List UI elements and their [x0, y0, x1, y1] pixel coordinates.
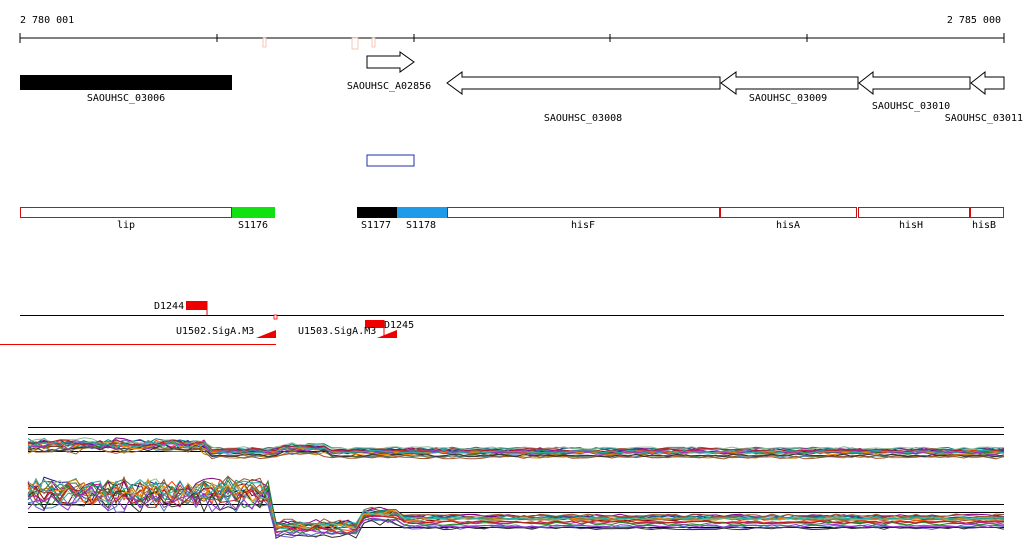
segment-hisH[interactable] [858, 207, 970, 218]
gene-track: SAOUHSC_03006 SAOUHSC_A02856 SAOUHSC_030… [20, 51, 1023, 124]
expression-panel-bottom [27, 475, 1005, 539]
promoter-tick [273, 314, 278, 320]
expression-profile-line [27, 441, 1005, 455]
promoter-label: U1503.SigA.M3 [298, 326, 376, 337]
d-feature-label: D1244 [154, 301, 184, 312]
segment-label: lip [117, 220, 135, 231]
d-feature-D1244[interactable] [186, 301, 207, 310]
segment-label: hisB [972, 220, 996, 231]
promoter-marker-U1503[interactable] [377, 330, 397, 338]
d-feature-D1245[interactable] [365, 320, 384, 328]
expression-profile-lines [27, 437, 1005, 460]
coordinate-ruler: 2 780 001 2 785 000 [19, 15, 1005, 50]
d-feature-label: D1245 [384, 320, 414, 331]
segment-label: hisF [571, 220, 595, 231]
promoter-label: U1502.SigA.M3 [176, 326, 254, 337]
gene-label: SAOUHSC_A02856 [347, 81, 431, 92]
gene-label: SAOUHSC_03010 [872, 101, 950, 112]
segment-label: hisH [899, 220, 923, 231]
segment-S1178[interactable] [397, 207, 447, 218]
feature-box[interactable] [366, 154, 415, 167]
ruler-marker [262, 37, 267, 48]
gene-label: SAOUHSC_03008 [544, 113, 622, 124]
ruler-start-label: 2 780 001 [20, 15, 74, 26]
gene-SAOUHSC_03010[interactable] [858, 70, 971, 96]
segment-hisF[interactable] [447, 207, 720, 218]
segment-label: S1177 [361, 220, 391, 231]
segment-hisB[interactable] [970, 207, 1004, 218]
gene-SAOUHSC_A02856[interactable] [366, 51, 415, 73]
gene-label: SAOUHSC_03009 [749, 93, 827, 104]
expression-profile-line [27, 486, 1005, 538]
segment-lip[interactable] [20, 207, 232, 218]
gene-label: SAOUHSC_03006 [87, 93, 165, 104]
segment-label: hisA [776, 220, 800, 231]
gene-label: SAOUHSC_03011 [945, 113, 1023, 124]
expression-profile-line [27, 486, 1005, 538]
segment-S1176[interactable] [232, 207, 275, 218]
gene-SAOUHSC_03011[interactable] [970, 70, 1005, 96]
segment-S1177[interactable] [357, 207, 397, 218]
expression-profile-line [27, 477, 1005, 530]
ruler-marker [351, 37, 359, 50]
expression-panel-top [27, 427, 1005, 460]
promoter-marker-U1502[interactable] [256, 330, 276, 338]
segment-label: S1176 [238, 220, 268, 231]
expression-profile-line [27, 437, 1005, 451]
expression-profile-lines [27, 475, 1005, 539]
expression-profile-line [27, 443, 1005, 458]
expression-profile-line [27, 483, 1005, 535]
expression-profile-line [27, 488, 1005, 539]
regulatory-track: D1244 D1245 U1502.SigA.M3 U1503.SigA.M3 [0, 301, 1004, 345]
expression-profile-line [27, 440, 1005, 454]
gene-SAOUHSC_03006[interactable] [20, 75, 232, 90]
expression-profile-line [27, 437, 1005, 451]
ruler-marker [371, 37, 376, 48]
ruler-end-label: 2 785 000 [947, 15, 1001, 26]
segment-hisA[interactable] [720, 207, 857, 218]
expression-profile-line [27, 477, 1005, 530]
segment-track: lip S1176 S1177 S1178 hisF hisA hisH his… [20, 207, 1004, 231]
expression-profile-line [27, 439, 1005, 453]
segment-label: S1178 [406, 220, 436, 231]
gene-SAOUHSC_03009[interactable] [720, 71, 859, 95]
gene-SAOUHSC_03008[interactable] [446, 71, 721, 95]
